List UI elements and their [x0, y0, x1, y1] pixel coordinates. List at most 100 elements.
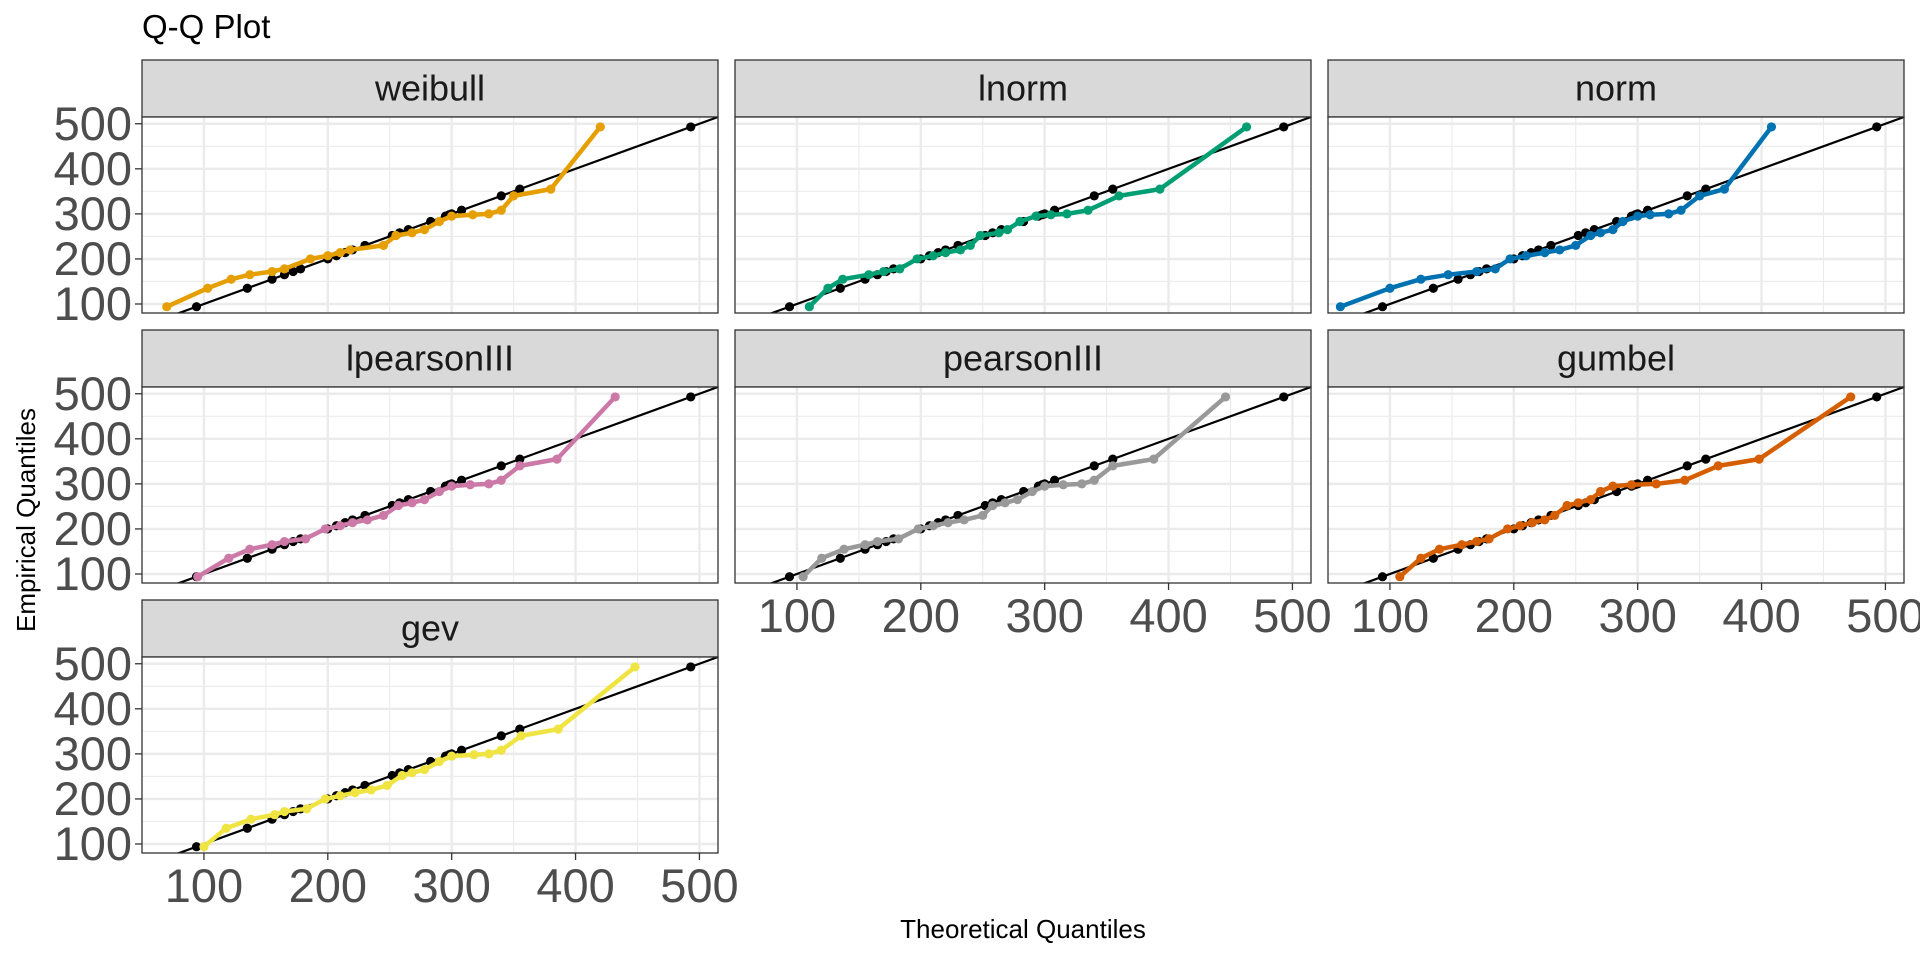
y-tick-label: 200: [54, 772, 132, 825]
grid-lines: [1328, 117, 1904, 313]
series-point-pearsonIII: [1149, 454, 1159, 464]
facet-label: pearsonIII: [943, 338, 1103, 379]
facet-strip: [141, 59, 719, 118]
series-line-weibull: [165, 125, 603, 309]
series-point-lnorm: [975, 230, 985, 241]
x-tick-label: 200: [289, 859, 367, 912]
series-point-gev: [434, 756, 444, 767]
x-tick-label: 200: [1475, 589, 1553, 642]
reference-point: [515, 454, 525, 464]
series-point-lpearsonIII: [447, 481, 457, 491]
chart-title: Q-Q Plot: [142, 8, 270, 45]
y-tick-label: 100: [54, 547, 132, 600]
facet-label: weibull: [374, 68, 485, 109]
series-point-weibull: [203, 283, 213, 293]
series-point-lpearsonIII: [347, 518, 358, 528]
series-point-norm: [1416, 274, 1426, 284]
series-point-gev: [496, 745, 506, 755]
series-point-gumbel: [1713, 461, 1723, 471]
series-point-norm: [1443, 270, 1453, 280]
reference-point: [496, 191, 506, 201]
series-point-gumbel: [1846, 392, 1856, 402]
y-axis-title: Empirical Quantiles: [11, 408, 41, 632]
series-point-weibull: [279, 264, 290, 274]
reference-point: [1279, 392, 1289, 402]
reference-point: [686, 122, 696, 132]
facet-strip: [141, 599, 719, 658]
series-point-pearsonIII: [798, 572, 808, 582]
series-point-gumbel: [1395, 572, 1405, 582]
series-point-gumbel: [1573, 498, 1583, 508]
series-point-pearsonIII: [1040, 481, 1050, 491]
facet-label: lpearsonIII: [346, 338, 514, 379]
reference-point: [1377, 302, 1388, 312]
reference-point: [1089, 191, 1099, 201]
series-point-lpearsonIII: [484, 479, 494, 489]
x-tick-label: 500: [1846, 589, 1920, 642]
reference-point: [784, 572, 795, 582]
series-point-weibull: [323, 251, 333, 261]
series-point-gumbel: [1754, 454, 1764, 464]
series-point-gumbel: [1562, 500, 1572, 511]
reference-point: [242, 823, 252, 833]
reference-point: [387, 770, 397, 781]
y-tick-label: 300: [54, 727, 132, 780]
reference-point: [191, 302, 202, 312]
series-point-lpearsonIII: [300, 534, 311, 544]
x-tick-label: 300: [412, 859, 490, 912]
reference-point: [1108, 454, 1118, 464]
grid-lines: [142, 117, 718, 313]
x-tick-label: 100: [758, 589, 836, 642]
series-line-gumbel: [1398, 395, 1852, 579]
series-point-lpearsonIII: [378, 510, 389, 521]
panel-border: [734, 116, 1312, 314]
series-point-weibull: [267, 266, 277, 277]
series-point-norm: [1571, 240, 1581, 251]
series-point-norm: [1664, 209, 1674, 219]
series-point-weibull: [335, 248, 345, 258]
series-point-lpearsonIII: [335, 521, 345, 531]
series-point-lpearsonIII: [193, 572, 203, 582]
series-point-lpearsonIII: [465, 480, 475, 490]
reference-point: [1453, 274, 1463, 284]
reference-point: [784, 302, 795, 312]
series-point-lnorm: [940, 248, 951, 258]
series-point-norm: [1385, 283, 1395, 293]
series-point-lpearsonIII: [393, 500, 404, 511]
series-point-weibull: [496, 205, 506, 215]
series-point-gumbel: [1595, 486, 1606, 497]
series-point-gev: [382, 780, 392, 791]
reference-point: [1377, 572, 1388, 582]
series-point-gev: [419, 765, 430, 775]
series-point-weibull: [419, 225, 430, 235]
facet-norm: norm: [1327, 59, 1905, 314]
series-point-lnorm: [955, 245, 966, 255]
series-point-norm: [1586, 230, 1596, 241]
reference-point: [1428, 283, 1438, 293]
series-point-norm: [1595, 228, 1606, 238]
facet-label: lnorm: [978, 68, 1068, 109]
series-point-norm: [1695, 191, 1705, 201]
x-tick-label: 400: [536, 859, 614, 912]
series-point-pearsonIII: [1000, 498, 1010, 508]
x-tick-label: 500: [660, 859, 738, 912]
series-point-pearsonIII: [928, 521, 938, 531]
series-point-weibull: [245, 270, 255, 280]
series-point-gumbel: [1540, 515, 1550, 525]
reference-point: [515, 184, 525, 194]
series-point-weibull: [391, 230, 401, 241]
reference-point: [835, 553, 845, 563]
series-point-gumbel: [1626, 480, 1637, 490]
series-point-norm: [1618, 216, 1628, 227]
panel-border: [1327, 386, 1905, 584]
reference-point: [1108, 184, 1118, 194]
series-point-lnorm: [1015, 216, 1025, 227]
series-point-norm: [1766, 122, 1777, 132]
series-point-pearsonIII: [1108, 461, 1118, 471]
panel-border: [141, 386, 719, 584]
series-point-gev: [320, 794, 330, 804]
series-point-norm: [1608, 225, 1618, 235]
series-point-gumbel: [1608, 481, 1618, 491]
series-point-lnorm: [838, 274, 848, 284]
grid-lines: [735, 117, 1311, 313]
